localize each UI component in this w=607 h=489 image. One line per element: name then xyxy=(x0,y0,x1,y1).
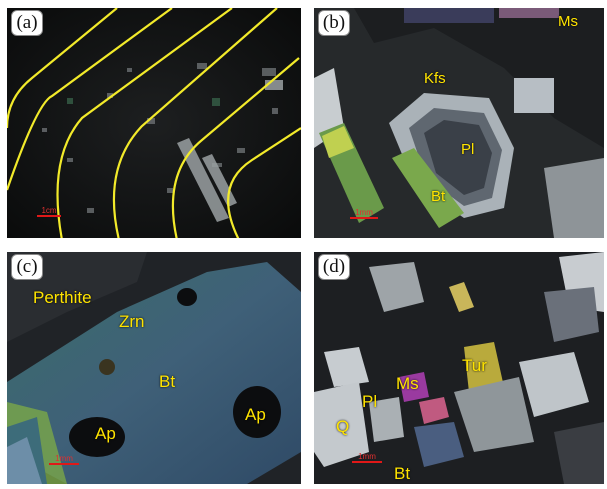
panel-b-label: (b) xyxy=(318,10,350,36)
panel-b-scale-text: 1mm xyxy=(350,208,378,217)
panel-c-scale-bar: 1mm xyxy=(49,454,79,465)
panel-c: (c) Perthite Zrn Bt Ap Ap 1mm xyxy=(7,252,301,484)
mineral-label-pl: Pl xyxy=(461,141,474,158)
mineral-label-bt: Bt xyxy=(431,188,445,205)
panel-d-image xyxy=(314,252,604,484)
panel-c-scale-text: 1mm xyxy=(49,454,79,463)
panel-d-label: (d) xyxy=(318,254,350,280)
panel-a-scale-text: 1cm xyxy=(37,206,61,215)
panel-c-image xyxy=(7,252,301,484)
panel-a: (a) 1cm xyxy=(7,8,301,238)
mineral-label-ap-left: Ap xyxy=(95,424,116,444)
mineral-label-bt-d: Bt xyxy=(394,464,410,484)
mineral-label-zrn: Zrn xyxy=(119,312,145,332)
panel-c-label: (c) xyxy=(11,254,43,280)
mineral-label-q: Q xyxy=(336,417,349,437)
panel-a-image xyxy=(7,8,301,238)
panel-a-label: (a) xyxy=(11,10,43,36)
panel-b: (b) Ms Kfs Pl Bt 1mm xyxy=(314,8,604,238)
mineral-label-kfs: Kfs xyxy=(424,70,446,87)
mineral-label-pl-d: Pl xyxy=(362,392,377,412)
mineral-label-ap-right: Ap xyxy=(245,405,266,425)
panel-d: (d) Tur Ms Pl Q Bt 1mm xyxy=(314,252,604,484)
mineral-label-ms-d: Ms xyxy=(396,374,419,394)
mineral-label-ms: Ms xyxy=(558,13,578,30)
mineral-label-tur: Tur xyxy=(462,356,487,376)
panel-b-scale-bar: 1mm xyxy=(350,208,378,219)
mineral-label-perthite: Perthite xyxy=(33,288,92,308)
panel-d-scale-text: 1mm xyxy=(352,452,382,461)
panel-d-scale-bar: 1mm xyxy=(352,452,382,463)
panel-a-scale-bar: 1cm xyxy=(37,206,61,217)
panel-b-image xyxy=(314,8,604,238)
mineral-label-bt-c: Bt xyxy=(159,372,175,392)
